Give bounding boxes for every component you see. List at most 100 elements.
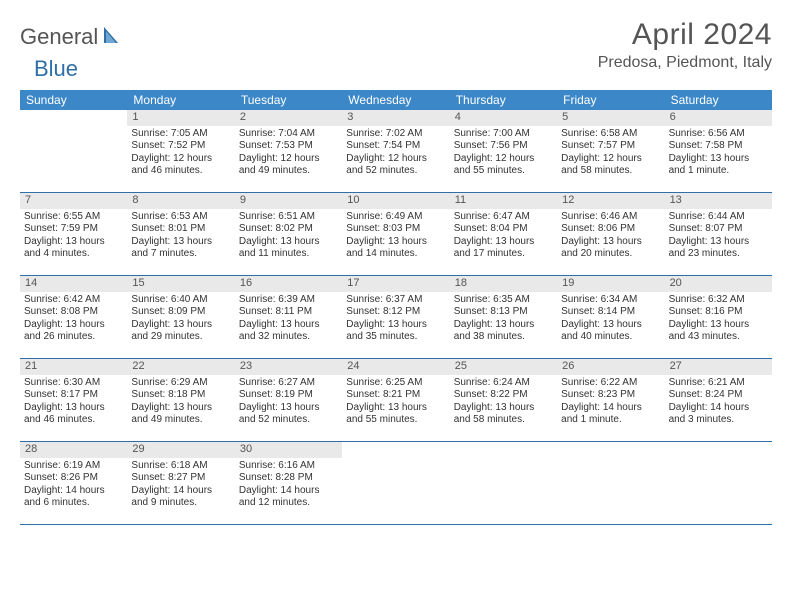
day-cell: 2Sunrise: 7:04 AMSunset: 7:53 PMDaylight… <box>235 110 342 192</box>
daylight-text: Daylight: 14 hours and 3 minutes. <box>669 402 768 427</box>
daylight-text: Daylight: 13 hours and 23 minutes. <box>669 236 768 261</box>
daylight-text: Daylight: 13 hours and 38 minutes. <box>454 319 553 344</box>
daylight-text: Daylight: 13 hours and 26 minutes. <box>24 319 123 344</box>
sunset-text: Sunset: 8:04 PM <box>454 223 553 236</box>
week-row: 21Sunrise: 6:30 AMSunset: 8:17 PMDayligh… <box>20 359 772 442</box>
brand-text-2: Blue <box>34 56 78 81</box>
day-cell: 1Sunrise: 7:05 AMSunset: 7:52 PMDaylight… <box>127 110 234 192</box>
day-body: Sunrise: 6:55 AMSunset: 7:59 PMDaylight:… <box>20 209 127 265</box>
sunrise-text: Sunrise: 7:05 AM <box>131 128 230 141</box>
day-number: 17 <box>342 276 449 292</box>
day-number <box>450 442 557 444</box>
day-cell: 14Sunrise: 6:42 AMSunset: 8:08 PMDayligh… <box>20 276 127 358</box>
daylight-text: Daylight: 13 hours and 55 minutes. <box>346 402 445 427</box>
sunset-text: Sunset: 7:54 PM <box>346 140 445 153</box>
weeks-container: 1Sunrise: 7:05 AMSunset: 7:52 PMDaylight… <box>20 110 772 525</box>
day-body: Sunrise: 6:21 AMSunset: 8:24 PMDaylight:… <box>665 375 772 431</box>
day-number: 8 <box>127 193 234 209</box>
day-cell: 20Sunrise: 6:32 AMSunset: 8:16 PMDayligh… <box>665 276 772 358</box>
sunrise-text: Sunrise: 6:24 AM <box>454 377 553 390</box>
dow-tuesday: Tuesday <box>235 90 342 110</box>
day-body: Sunrise: 6:37 AMSunset: 8:12 PMDaylight:… <box>342 292 449 348</box>
brand-text-1: General <box>20 24 98 50</box>
sunset-text: Sunset: 7:56 PM <box>454 140 553 153</box>
sunrise-text: Sunrise: 7:04 AM <box>239 128 338 141</box>
day-number: 22 <box>127 359 234 375</box>
day-number: 1 <box>127 110 234 126</box>
sunrise-text: Sunrise: 6:34 AM <box>561 294 660 307</box>
day-number: 12 <box>557 193 664 209</box>
sunset-text: Sunset: 8:07 PM <box>669 223 768 236</box>
dow-sunday: Sunday <box>20 90 127 110</box>
brand-sail-icon <box>102 25 126 50</box>
sunrise-text: Sunrise: 6:25 AM <box>346 377 445 390</box>
sunset-text: Sunset: 8:24 PM <box>669 389 768 402</box>
month-title: April 2024 <box>598 18 772 52</box>
day-number: 16 <box>235 276 342 292</box>
day-number: 5 <box>557 110 664 126</box>
day-body: Sunrise: 6:40 AMSunset: 8:09 PMDaylight:… <box>127 292 234 348</box>
day-body: Sunrise: 6:56 AMSunset: 7:58 PMDaylight:… <box>665 126 772 182</box>
daylight-text: Daylight: 12 hours and 55 minutes. <box>454 153 553 178</box>
day-of-week-header: Sunday Monday Tuesday Wednesday Thursday… <box>20 90 772 110</box>
daylight-text: Daylight: 12 hours and 52 minutes. <box>346 153 445 178</box>
sunset-text: Sunset: 8:06 PM <box>561 223 660 236</box>
sunrise-text: Sunrise: 6:39 AM <box>239 294 338 307</box>
sunset-text: Sunset: 8:16 PM <box>669 306 768 319</box>
sunrise-text: Sunrise: 6:35 AM <box>454 294 553 307</box>
day-cell: 25Sunrise: 6:24 AMSunset: 8:22 PMDayligh… <box>450 359 557 441</box>
sunrise-text: Sunrise: 6:29 AM <box>131 377 230 390</box>
daylight-text: Daylight: 13 hours and 1 minute. <box>669 153 768 178</box>
day-number: 11 <box>450 193 557 209</box>
day-number: 7 <box>20 193 127 209</box>
day-body: Sunrise: 7:00 AMSunset: 7:56 PMDaylight:… <box>450 126 557 182</box>
day-cell: 4Sunrise: 7:00 AMSunset: 7:56 PMDaylight… <box>450 110 557 192</box>
sunrise-text: Sunrise: 6:22 AM <box>561 377 660 390</box>
sunrise-text: Sunrise: 6:40 AM <box>131 294 230 307</box>
day-cell: 8Sunrise: 6:53 AMSunset: 8:01 PMDaylight… <box>127 193 234 275</box>
sunset-text: Sunset: 8:11 PM <box>239 306 338 319</box>
daylight-text: Daylight: 14 hours and 6 minutes. <box>24 485 123 510</box>
day-number: 23 <box>235 359 342 375</box>
day-cell: 5Sunrise: 6:58 AMSunset: 7:57 PMDaylight… <box>557 110 664 192</box>
daylight-text: Daylight: 13 hours and 35 minutes. <box>346 319 445 344</box>
daylight-text: Daylight: 12 hours and 46 minutes. <box>131 153 230 178</box>
day-cell <box>665 442 772 524</box>
day-number: 21 <box>20 359 127 375</box>
day-cell: 28Sunrise: 6:19 AMSunset: 8:26 PMDayligh… <box>20 442 127 524</box>
sunrise-text: Sunrise: 6:16 AM <box>239 460 338 473</box>
sunset-text: Sunset: 7:57 PM <box>561 140 660 153</box>
sunrise-text: Sunrise: 6:47 AM <box>454 211 553 224</box>
sunset-text: Sunset: 8:17 PM <box>24 389 123 402</box>
day-cell: 6Sunrise: 6:56 AMSunset: 7:58 PMDaylight… <box>665 110 772 192</box>
sunset-text: Sunset: 8:12 PM <box>346 306 445 319</box>
day-body: Sunrise: 7:02 AMSunset: 7:54 PMDaylight:… <box>342 126 449 182</box>
sunset-text: Sunset: 8:26 PM <box>24 472 123 485</box>
day-number: 28 <box>20 442 127 458</box>
daylight-text: Daylight: 13 hours and 52 minutes. <box>239 402 338 427</box>
daylight-text: Daylight: 13 hours and 43 minutes. <box>669 319 768 344</box>
day-cell: 10Sunrise: 6:49 AMSunset: 8:03 PMDayligh… <box>342 193 449 275</box>
sunrise-text: Sunrise: 6:44 AM <box>669 211 768 224</box>
day-number: 29 <box>127 442 234 458</box>
sunset-text: Sunset: 7:58 PM <box>669 140 768 153</box>
dow-saturday: Saturday <box>665 90 772 110</box>
sunset-text: Sunset: 7:59 PM <box>24 223 123 236</box>
day-body: Sunrise: 6:30 AMSunset: 8:17 PMDaylight:… <box>20 375 127 431</box>
day-body: Sunrise: 6:19 AMSunset: 8:26 PMDaylight:… <box>20 458 127 514</box>
day-cell: 23Sunrise: 6:27 AMSunset: 8:19 PMDayligh… <box>235 359 342 441</box>
day-number: 20 <box>665 276 772 292</box>
daylight-text: Daylight: 13 hours and 17 minutes. <box>454 236 553 261</box>
sunset-text: Sunset: 8:21 PM <box>346 389 445 402</box>
day-number: 18 <box>450 276 557 292</box>
calendar-page: General April 2024 Predosa, Piedmont, It… <box>0 0 792 535</box>
brand-logo: General <box>20 24 128 50</box>
sunrise-text: Sunrise: 7:00 AM <box>454 128 553 141</box>
sunset-text: Sunset: 8:28 PM <box>239 472 338 485</box>
day-body: Sunrise: 7:05 AMSunset: 7:52 PMDaylight:… <box>127 126 234 182</box>
day-cell: 29Sunrise: 6:18 AMSunset: 8:27 PMDayligh… <box>127 442 234 524</box>
day-number: 26 <box>557 359 664 375</box>
day-body: Sunrise: 6:46 AMSunset: 8:06 PMDaylight:… <box>557 209 664 265</box>
day-number <box>342 442 449 444</box>
day-cell: 27Sunrise: 6:21 AMSunset: 8:24 PMDayligh… <box>665 359 772 441</box>
